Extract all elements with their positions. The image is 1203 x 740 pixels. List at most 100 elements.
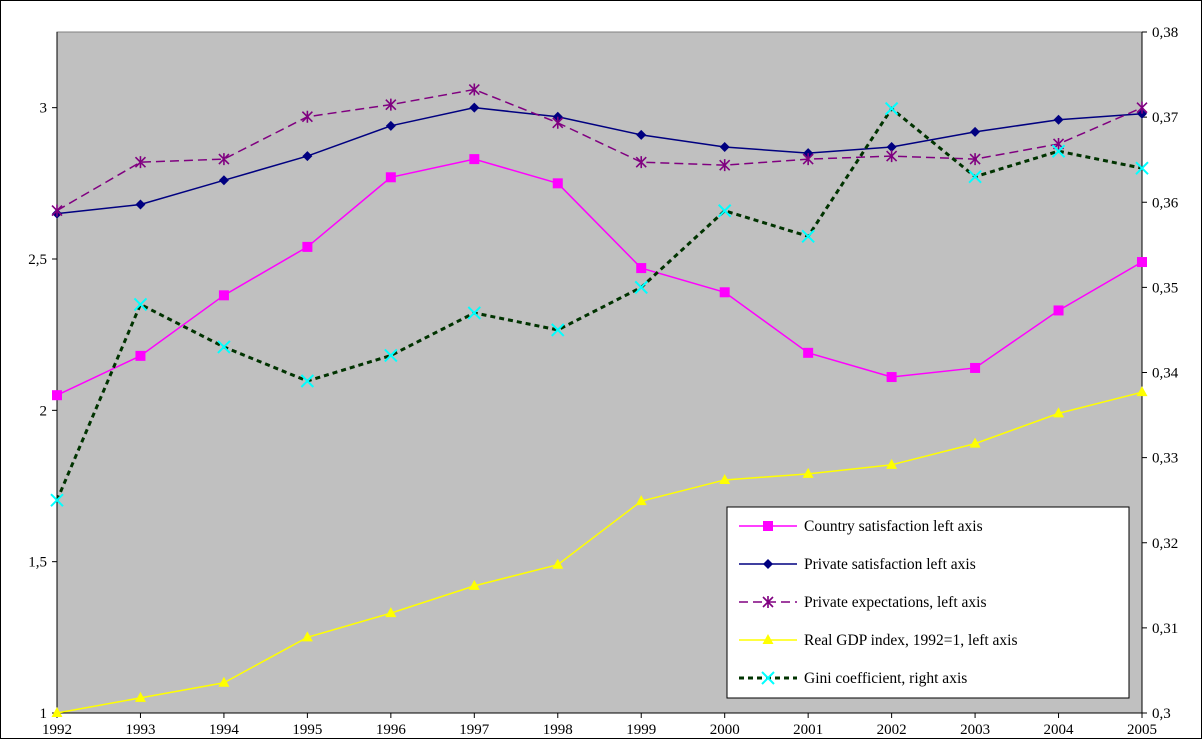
data-point <box>1053 407 1065 418</box>
data-point <box>52 390 62 401</box>
data-point <box>302 241 313 252</box>
data-point <box>1051 144 1066 158</box>
x-tick-label: 1997 <box>459 722 490 738</box>
series-1 <box>52 102 1147 219</box>
x-tick-label: 2002 <box>877 722 907 738</box>
series-line <box>56 106 1143 215</box>
data-point <box>385 120 396 131</box>
series-3 <box>51 386 1148 717</box>
series-line <box>56 88 1143 212</box>
y-right-tick-label: 0,37 <box>1152 110 1179 126</box>
y-right-tick-label: 0,38 <box>1152 25 1178 41</box>
data-point <box>552 558 564 569</box>
data-point <box>886 458 898 469</box>
data-point <box>801 229 815 244</box>
data-point <box>552 116 564 129</box>
legend-entry: Gini coefficient, right axis <box>804 670 967 687</box>
data-point <box>636 263 647 274</box>
y-right-tick-label: 0,32 <box>1152 536 1178 552</box>
data-point <box>634 280 648 295</box>
data-point <box>884 101 899 116</box>
x-tick-label: 1998 <box>543 722 573 738</box>
data-point <box>970 126 981 137</box>
legend-marker <box>763 559 773 569</box>
y-left-tick-label: 2 <box>40 403 48 419</box>
legend-entry: Country satisfaction left axis <box>804 518 983 535</box>
legend-entry: Real GDP index, 1992=1, left axis <box>804 632 1018 649</box>
data-point <box>886 150 898 163</box>
data-point <box>51 204 63 217</box>
y-right-tick-label: 0,31 <box>1152 621 1178 637</box>
legend-marker <box>763 521 773 531</box>
data-point <box>300 374 315 388</box>
data-point <box>385 98 397 111</box>
data-point <box>385 607 397 618</box>
x-tick-label: 1995 <box>292 722 322 738</box>
legend-swatch-marker <box>763 521 773 531</box>
data-point <box>384 348 398 363</box>
x-tick-label: 2005 <box>1127 722 1157 738</box>
y-right-tick-label: 0,35 <box>1152 280 1178 296</box>
data-point <box>1053 114 1064 125</box>
series-0 <box>52 154 1147 401</box>
legend-marker <box>762 596 774 608</box>
x-tick-label: 2001 <box>793 722 823 738</box>
series-line <box>56 391 1143 714</box>
x-tick-label: 1999 <box>626 722 656 738</box>
y-left-tick-label: 1 <box>40 706 48 722</box>
data-point <box>135 350 146 361</box>
x-tick-label: 1994 <box>209 722 240 738</box>
data-point <box>469 154 480 165</box>
legend-swatch-marker <box>762 596 774 608</box>
y-right-tick-label: 0,36 <box>1152 195 1179 211</box>
data-point <box>717 204 732 218</box>
legend-entry: Private expectations, left axis <box>804 594 987 611</box>
legend-box <box>726 506 1130 699</box>
data-point <box>802 467 814 478</box>
data-point <box>467 306 482 320</box>
data-point <box>636 129 647 140</box>
data-point <box>217 340 231 354</box>
series-line <box>55 106 1143 501</box>
data-point <box>135 199 146 210</box>
data-point <box>802 153 814 166</box>
data-point <box>301 631 313 642</box>
legend-marker <box>761 671 775 685</box>
data-point <box>1136 386 1148 397</box>
data-point <box>719 473 731 484</box>
data-point <box>134 156 147 169</box>
data-point <box>301 110 313 123</box>
y-right-tick-label: 0,34 <box>1152 366 1179 382</box>
data-point <box>1136 101 1148 114</box>
y-left-tick-label: 2,5 <box>28 252 47 268</box>
data-point <box>469 102 480 113</box>
data-point <box>302 151 313 162</box>
data-point <box>719 142 730 153</box>
data-point <box>218 676 230 687</box>
legend-swatch-marker <box>763 559 773 569</box>
data-point <box>468 579 480 590</box>
data-point <box>50 493 64 507</box>
legend-swatch-marker <box>762 634 774 644</box>
data-point <box>1135 161 1149 175</box>
data-point <box>385 172 396 183</box>
data-point <box>886 142 897 153</box>
data-point <box>969 153 981 166</box>
data-point <box>133 297 148 312</box>
legend-swatch-marker <box>761 671 775 685</box>
x-tick-label: 1992 <box>42 722 72 738</box>
series-line <box>56 158 1143 396</box>
data-point <box>635 156 647 169</box>
data-point <box>719 287 730 298</box>
y-left-tick-label: 3 <box>40 101 48 117</box>
x-tick-label: 2003 <box>960 722 990 738</box>
series-4 <box>50 101 1149 507</box>
y-right-tick-label: 0,3 <box>1152 706 1171 722</box>
y-left-tick-label: 1,5 <box>28 555 47 571</box>
x-tick-label: 1996 <box>376 722 407 738</box>
x-tick-label: 2004 <box>1044 722 1075 738</box>
data-point <box>218 175 229 186</box>
x-tick-label: 2000 <box>710 722 740 738</box>
legend-marker <box>762 634 774 644</box>
